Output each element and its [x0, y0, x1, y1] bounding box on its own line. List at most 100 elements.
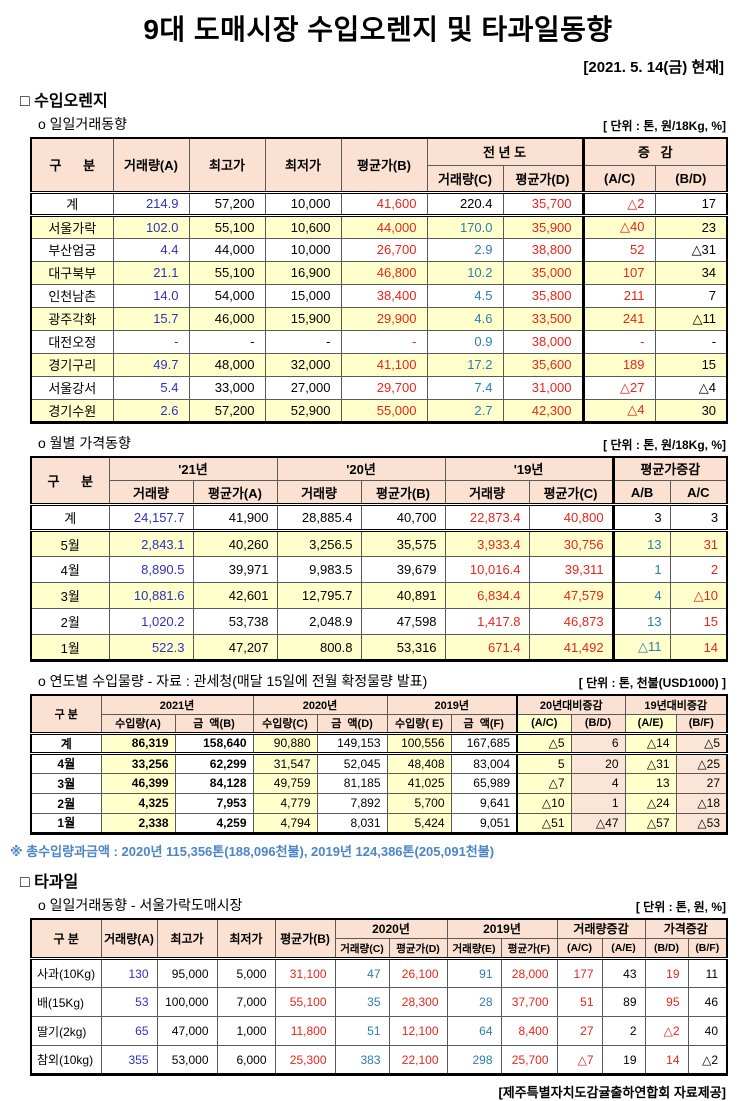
- table-cell: 1,417.8: [444, 608, 530, 635]
- table-cell: 35,900: [502, 214, 584, 239]
- subsection-label: o 일일거래동향: [38, 116, 127, 132]
- table-cell: 10.2: [426, 260, 504, 285]
- data-provider-note: [제주특별자치도감귤출하연합회 자료제공]: [498, 1085, 726, 1100]
- row-label: 사과(10Kg): [30, 957, 102, 988]
- table-cell: -: [581, 329, 656, 354]
- table-cell: 10,000: [264, 190, 342, 217]
- table-cell: 4,794: [252, 812, 318, 834]
- table-cell: 21.1: [112, 260, 190, 285]
- table-cell: 6,000: [216, 1045, 276, 1075]
- other-fruit-table: 구 분 거래량(A) 최고가 최저가 평균가(B) 2020년 2019년 거래량증감 가격증감…: [30, 917, 729, 1076]
- table-cell: 5,000: [216, 957, 276, 988]
- table-cell: 16,900: [264, 260, 342, 285]
- table-cell: 2.7: [426, 398, 504, 423]
- yearly-import-table: 구 분 2021년 2020년 2019년 20년대비증감 19년대비증감 수입량(A) 금 …: [30, 694, 728, 835]
- table-cell: 46,800: [340, 260, 428, 285]
- unit-label: [ 단위 : 톤, 원/18Kg, %]: [603, 119, 726, 133]
- row-label: 딸기(2kg): [30, 1016, 102, 1046]
- row-label: 1월: [30, 812, 102, 834]
- monthly-price-table: 구 분 '21년 '20년 '19년 평균가증감 거래량 평균가(A) 거래량 평균가(B) 거래…: [30, 455, 729, 662]
- table-cell: 40,800: [528, 503, 614, 532]
- table-cell: 2: [601, 1016, 646, 1046]
- table-cell: 26,700: [340, 237, 428, 262]
- table-row: 1월 522.3 47,207 800.8 53,316 671.4 41,492 △11 14: [30, 634, 728, 661]
- row-label: 경기수원: [30, 398, 114, 423]
- table-cell: -: [654, 329, 728, 354]
- table-cell: 57,200: [188, 190, 266, 217]
- table-cell: 65,989: [450, 772, 518, 794]
- unit-label: [ 단위 : 톤, 원, %]: [635, 899, 726, 914]
- table-row: 계 24,157.7 41,900 28,885.4 40,700 22,873.4 40,…: [30, 503, 728, 532]
- table-cell: 55,000: [340, 398, 428, 423]
- column-header: 평균가(B): [274, 918, 336, 959]
- table-cell: 2.6: [112, 398, 190, 423]
- table-cell: 6: [570, 731, 626, 755]
- column-header: 20년대비증감: [516, 694, 626, 715]
- table-cell: 14.0: [112, 283, 190, 308]
- table-cell: 33,256: [100, 752, 176, 774]
- column-header: 평균가(B): [360, 480, 446, 505]
- table-cell: 2,048.9: [276, 608, 362, 635]
- row-label: 경기구리: [30, 352, 114, 377]
- table-cell: 52,900: [264, 398, 342, 423]
- column-header: 평균가(A): [192, 480, 278, 505]
- table-cell: 86,319: [100, 731, 176, 755]
- table-cell: 383: [334, 1045, 390, 1075]
- table-cell: 53,316: [360, 634, 446, 661]
- table-cell: 2.9: [426, 237, 504, 262]
- table-row: 3월 46,399 84,128 49,759 81,185 41,025 65,989 △7…: [30, 772, 728, 794]
- table-cell: 3,256.5: [276, 530, 362, 557]
- table-cell: 10,016.4: [444, 556, 530, 583]
- table-row: 5월 2,843.1 40,260 3,256.5 35,575 3,933.4 30,75…: [30, 530, 728, 557]
- column-header: 2021년: [100, 694, 254, 715]
- table-cell: 47,579: [528, 582, 614, 609]
- table-cell: △10: [516, 792, 572, 814]
- table-cell: △11: [611, 634, 671, 661]
- column-header: 최저가: [216, 918, 276, 959]
- row-label: 대구북부: [30, 260, 114, 285]
- table-cell: -: [188, 329, 266, 354]
- column-header: (A/E): [601, 938, 646, 959]
- table-cell: 24,157.7: [108, 503, 194, 532]
- table-cell: 298: [446, 1045, 502, 1075]
- column-header: 거래량(A): [112, 137, 190, 193]
- table-cell: 38,000: [502, 329, 584, 354]
- table-cell: △2: [687, 1045, 728, 1075]
- table-cell: 5: [516, 752, 572, 774]
- table-cell: △7: [556, 1045, 603, 1075]
- table-cell: 49.7: [112, 352, 190, 377]
- table-cell: 102.0: [112, 214, 190, 239]
- table-cell: 9,641: [450, 792, 518, 814]
- table-row: 대구북부 21.1 55,100 16,900 46,800 10.2 35,000 107 3…: [30, 260, 728, 285]
- table-row: 3월 10,881.6 42,601 12,795.7 40,891 6,834.4 47,…: [30, 582, 728, 609]
- table-cell: 41,600: [340, 190, 428, 217]
- subsection-daily-trade: o 일일거래동향 [ 단위 : 톤, 원/18Kg, %]: [38, 114, 726, 134]
- column-header: A/C: [669, 480, 728, 505]
- table-cell: 7.4: [426, 375, 504, 400]
- table-cell: 42,300: [502, 398, 584, 423]
- table-cell: 0.9: [426, 329, 504, 354]
- total-import-footnote: ※ 총수입량과금액 : 2020년 115,356톤(188,096천불), 2…: [10, 843, 495, 859]
- table-cell: 7: [654, 283, 728, 308]
- row-label: 서울강서: [30, 375, 114, 400]
- column-header: 구 분: [30, 137, 114, 193]
- table-cell: 55,100: [188, 260, 266, 285]
- column-header: 2020년: [334, 918, 448, 939]
- table-row: 1월 2,338 4,259 4,794 8,031 5,424 9,051 △51 △47 △5…: [30, 812, 728, 834]
- table-cell: △47: [570, 812, 626, 834]
- table-cell: 107: [581, 260, 656, 285]
- table-cell: 2: [669, 556, 728, 583]
- table-cell: -: [340, 329, 428, 354]
- table-cell: 17.2: [426, 352, 504, 377]
- table-cell: 12,795.7: [276, 582, 362, 609]
- table-cell: 40,260: [192, 530, 278, 557]
- column-header: 증 감: [581, 137, 728, 166]
- column-header: 거래량: [108, 480, 194, 505]
- table-cell: 25,300: [274, 1045, 336, 1075]
- table-cell: 40,891: [360, 582, 446, 609]
- column-header: 구 분: [30, 456, 110, 505]
- table-cell: 40: [687, 1016, 728, 1046]
- column-header: 수입량( E): [386, 713, 452, 734]
- table-cell: 27,000: [264, 375, 342, 400]
